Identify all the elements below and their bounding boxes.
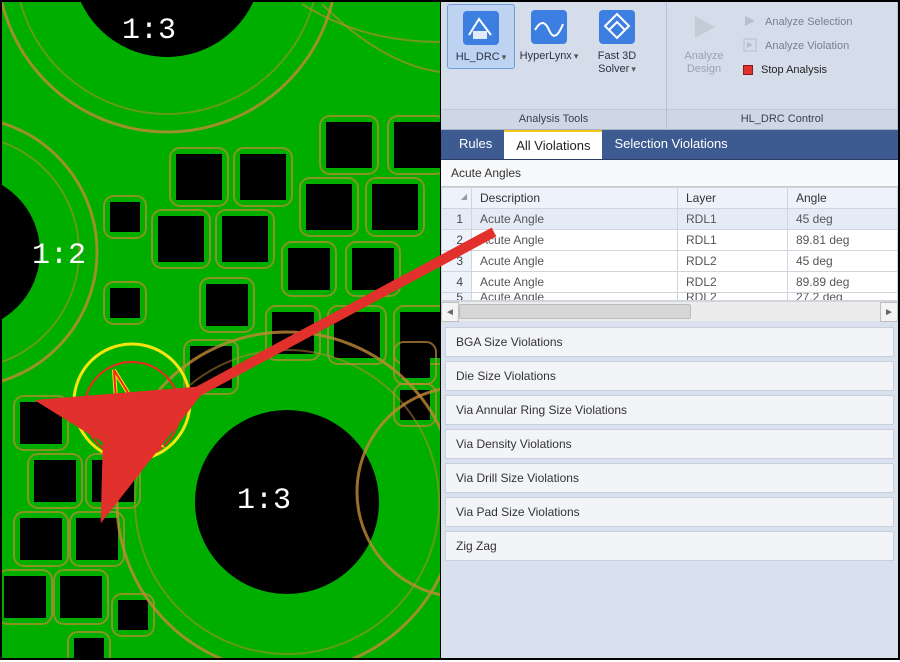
row-number: 1 bbox=[442, 209, 472, 230]
tab-all-violations[interactable]: All Violations bbox=[504, 130, 602, 159]
scroll-thumb[interactable] bbox=[459, 304, 691, 319]
table-row[interactable]: 5Acute AngleRDL227.2 deg bbox=[442, 293, 898, 301]
fast3d-icon bbox=[597, 8, 637, 46]
fast3d-label-2: Solver bbox=[598, 63, 629, 75]
ribbon: HL_DRC▾ HyperLynx▾ Fast 3DSolver▾ bbox=[441, 2, 898, 130]
cell-description: Acute Angle bbox=[472, 209, 678, 230]
tab-rules[interactable]: Rules bbox=[447, 130, 504, 159]
svg-text:1:3: 1:3 bbox=[122, 14, 176, 48]
analyze-selection-button[interactable]: Analyze Selection bbox=[739, 10, 856, 34]
hyperlynx-icon bbox=[529, 8, 569, 46]
category-via-pad-size-violations[interactable]: Via Pad Size Violations bbox=[445, 497, 894, 527]
pcb-viewport[interactable]: 1:3 1:2 1:3 bbox=[2, 2, 440, 658]
hl-drc-icon bbox=[461, 9, 501, 47]
violation-tabs: Rules All Violations Selection Violation… bbox=[441, 130, 898, 160]
ribbon-group-hldrc-control: HL_DRC Control bbox=[667, 109, 897, 129]
col-description[interactable]: Description bbox=[472, 188, 678, 209]
category-die-size-violations[interactable]: Die Size Violations bbox=[445, 361, 894, 391]
play-small-icon bbox=[743, 14, 759, 30]
violation-categories: BGA Size Violations Die Size Violations Vi… bbox=[441, 321, 898, 565]
fast3d-label-1: Fast 3D bbox=[598, 50, 637, 62]
cell-description: Acute Angle bbox=[472, 293, 678, 301]
category-bga-size-violations[interactable]: BGA Size Violations bbox=[445, 327, 894, 357]
h-scrollbar[interactable]: ◄ ► bbox=[441, 301, 898, 321]
cell-angle: 45 deg bbox=[788, 209, 898, 230]
category-via-density-violations[interactable]: Via Density Violations bbox=[445, 429, 894, 459]
section-acute-angles[interactable]: Acute Angles bbox=[441, 160, 898, 187]
cell-layer: RDL1 bbox=[678, 209, 788, 230]
row-number: 3 bbox=[442, 251, 472, 272]
stop-analysis-label: Stop Analysis bbox=[761, 64, 827, 76]
cell-description: Acute Angle bbox=[472, 251, 678, 272]
row-number: 5 bbox=[442, 293, 472, 301]
analyze-selection-label: Analyze Selection bbox=[765, 16, 852, 28]
cell-description: Acute Angle bbox=[472, 272, 678, 293]
row-number: 2 bbox=[442, 230, 472, 251]
cell-angle: 89.81 deg bbox=[788, 230, 898, 251]
analyze-violation-label: Analyze Violation bbox=[765, 40, 849, 52]
play-doc-icon bbox=[743, 38, 759, 54]
ribbon-group-analysis-tools: Analysis Tools bbox=[441, 109, 666, 129]
cell-angle: 27.2 deg bbox=[788, 293, 898, 301]
cell-description: Acute Angle bbox=[472, 230, 678, 251]
cell-layer: RDL2 bbox=[678, 293, 788, 301]
hyperlynx-button[interactable]: HyperLynx▾ bbox=[515, 4, 583, 67]
cell-angle: 89.89 deg bbox=[788, 272, 898, 293]
hl-drc-button[interactable]: HL_DRC▾ bbox=[447, 4, 515, 69]
analyze-design-l2: Design bbox=[687, 63, 721, 75]
scroll-right-icon[interactable]: ► bbox=[880, 302, 898, 322]
category-zig-zag[interactable]: Zig Zag bbox=[445, 531, 894, 561]
right-panel: HL_DRC▾ HyperLynx▾ Fast 3DSolver▾ bbox=[440, 2, 898, 658]
table-row[interactable]: 2Acute AngleRDL189.81 deg bbox=[442, 230, 898, 251]
scroll-left-icon[interactable]: ◄ bbox=[441, 302, 459, 322]
hyperlynx-label: HyperLynx bbox=[520, 50, 572, 62]
stop-icon bbox=[743, 65, 753, 75]
col-rownum[interactable]: ◢ bbox=[442, 188, 472, 209]
cell-layer: RDL2 bbox=[678, 272, 788, 293]
hl-drc-label: HL_DRC bbox=[456, 51, 500, 63]
stop-analysis-button[interactable]: Stop Analysis bbox=[739, 58, 856, 82]
row-number: 4 bbox=[442, 272, 472, 293]
table-row[interactable]: 4Acute AngleRDL289.89 deg bbox=[442, 272, 898, 293]
svg-text:1:2: 1:2 bbox=[32, 239, 86, 273]
analyze-design-l1: Analyze bbox=[684, 50, 723, 62]
fast3d-button[interactable]: Fast 3DSolver▾ bbox=[583, 4, 651, 80]
col-angle[interactable]: Angle bbox=[788, 188, 898, 209]
category-via-drill-size-violations[interactable]: Via Drill Size Violations bbox=[445, 463, 894, 493]
table-row[interactable]: 1Acute AngleRDL145 deg bbox=[442, 209, 898, 230]
tab-selection-violations[interactable]: Selection Violations bbox=[602, 130, 739, 159]
svg-text:1:3: 1:3 bbox=[237, 484, 291, 518]
table-row[interactable]: 3Acute AngleRDL245 deg bbox=[442, 251, 898, 272]
cell-layer: RDL1 bbox=[678, 230, 788, 251]
analyze-violation-button[interactable]: Analyze Violation bbox=[739, 34, 856, 58]
play-icon bbox=[684, 8, 724, 46]
col-layer[interactable]: Layer bbox=[678, 188, 788, 209]
cell-angle: 45 deg bbox=[788, 251, 898, 272]
category-via-annular-ring-size-violations[interactable]: Via Annular Ring Size Violations bbox=[445, 395, 894, 425]
cell-layer: RDL2 bbox=[678, 251, 788, 272]
violations-table: ◢ Description Layer Angle 1Acute AngleRD… bbox=[441, 187, 898, 321]
analyze-design-button[interactable]: AnalyzeDesign bbox=[673, 4, 735, 107]
